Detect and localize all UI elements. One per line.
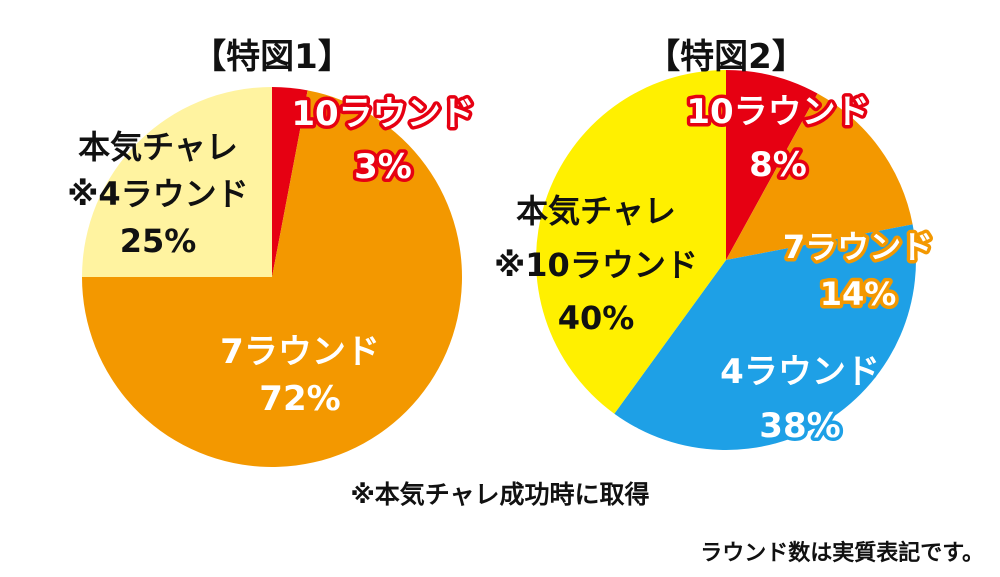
pie-2-slice-4-label: 本気チャレ xyxy=(516,192,676,230)
disclaimer: ラウンド数は実質表記です。 xyxy=(700,540,984,566)
pie-1-slice-2-label: 7ラウンド xyxy=(220,332,380,372)
pie-2-slice-1-percent: 8% xyxy=(749,145,807,185)
pie-chart-1 xyxy=(81,87,463,468)
pie-1-slice-2 xyxy=(81,90,463,468)
chart-2-title: 【特図2】 xyxy=(646,37,806,77)
chart-1-labels: 10ラウンド 3% 7ラウンド 72% 本気チャレ ※4ラウンド 25% xyxy=(67,91,478,420)
pie-1-slice-2-percent: 72% xyxy=(259,379,340,419)
pie-2-slice-2 xyxy=(726,93,913,260)
pie-2-slice-3 xyxy=(614,224,916,450)
pie-2-slice-2-percent: 14% xyxy=(820,275,897,313)
pie-2-slice-4-percent: 40% xyxy=(558,299,635,337)
pie-1-slice-3 xyxy=(82,87,272,277)
chart-2-labels: 10ラウンド 8% 7ラウンド 14% 4ラウンド 38% 本気チャレ ※10ラウンド 40% xyxy=(494,89,936,450)
pie-2-slice-1 xyxy=(726,70,818,260)
pie-1-slice-1-label: 10ラウンド xyxy=(291,94,474,134)
pie-1-slice-3-label: 本気チャレ xyxy=(78,128,238,166)
pie-1-slice-3-label-2: ※4ラウンド xyxy=(67,175,248,213)
pie-1-slice-1 xyxy=(272,87,308,277)
pie-2-slice-3-percent: 38% xyxy=(759,406,840,446)
pie-1-slice-3-percent: 25% xyxy=(120,222,197,260)
pie-2-slice-3-label: 4ラウンド xyxy=(720,352,880,392)
pie-1-slice-1-percent: 3% xyxy=(354,147,412,187)
pie-2-slice-4-label-2: ※10ラウンド xyxy=(494,246,698,284)
pie-2-slice-4 xyxy=(536,70,726,414)
footnote: ※本気チャレ成功時に取得 xyxy=(350,480,649,509)
pie-2-slice-1-label: 10ラウンド xyxy=(686,92,869,132)
pie-chart-2 xyxy=(536,70,916,450)
pie-2-slice-2-label: 7ラウンド xyxy=(783,228,933,266)
chart-1-title: 【特図1】 xyxy=(192,37,352,77)
